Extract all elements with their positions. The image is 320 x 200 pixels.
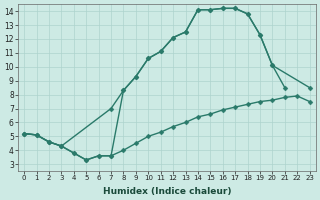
X-axis label: Humidex (Indice chaleur): Humidex (Indice chaleur) <box>103 187 231 196</box>
